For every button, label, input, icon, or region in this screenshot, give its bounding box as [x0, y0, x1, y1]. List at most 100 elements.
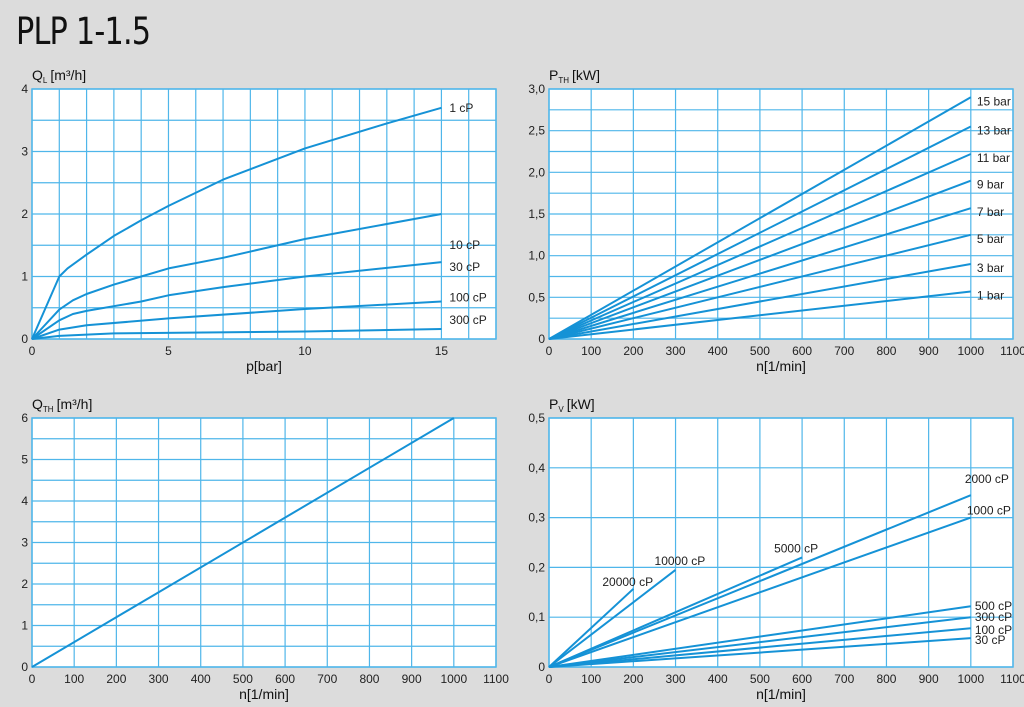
x-tick-label: 0 — [546, 672, 553, 686]
y-axis-label: PV [kW] — [549, 396, 595, 414]
series-label: 100 cP — [975, 623, 1012, 637]
chart-2: 0 100 200 300 400 500 600 700 800 900 1000 1100 0 1 2 3… — [21, 396, 509, 702]
y-axis-symbol: Q — [32, 67, 43, 83]
x-axis-label: n[1/min] — [756, 358, 806, 374]
x-tick-label: 1100 — [1000, 672, 1024, 686]
series-label: 300 cP — [975, 610, 1012, 624]
series-line — [548, 605, 971, 668]
series-label: 300 cP — [449, 313, 486, 327]
x-axis-label: p[bar] — [246, 358, 282, 374]
x-tick-label: 600 — [792, 344, 812, 358]
y-tick-label: 3 — [21, 145, 28, 159]
series-line — [548, 616, 971, 668]
series-line — [548, 153, 972, 340]
x-tick-label: 500 — [233, 672, 253, 686]
y-tick-label: 0,2 — [528, 560, 545, 574]
y-axis-unit: [kW] — [572, 67, 600, 83]
series-label: 3 bar — [977, 261, 1004, 275]
series-line — [31, 106, 442, 340]
series-label: 1000 cP — [967, 504, 1011, 518]
x-tick-label: 400 — [191, 672, 211, 686]
x-tick-label: 0 — [546, 344, 553, 358]
y-tick-label: 1,0 — [528, 249, 545, 263]
y-tick-label: 0 — [21, 660, 28, 674]
y-tick-label: 2 — [21, 577, 28, 591]
series-line — [548, 516, 972, 668]
x-tick-label: 900 — [919, 672, 939, 686]
y-tick-label: 3 — [21, 536, 28, 550]
series-line — [548, 125, 972, 340]
plot-area — [549, 418, 1013, 667]
x-tick-label: 200 — [623, 344, 643, 358]
x-axis-label: n[1/min] — [239, 686, 289, 702]
x-tick-label: 15 — [435, 344, 449, 358]
x-tick-label: 400 — [708, 344, 728, 358]
series-line — [31, 300, 442, 340]
series-label: 20000 cP — [602, 575, 653, 589]
series-line — [31, 213, 442, 340]
series-label: 30 cP — [975, 633, 1006, 647]
series-label: 5000 cP — [774, 541, 818, 555]
chart-0: 0 5 10 15 0 1 2 3 4 p[bar] QL [m³/h] 1 cP 10 cP 30 cP 1… — [21, 67, 497, 374]
series-line — [548, 627, 971, 668]
x-tick-label: 100 — [581, 672, 601, 686]
x-tick-label: 0 — [29, 672, 36, 686]
y-tick-label: 0,5 — [528, 290, 545, 304]
y-tick-label: 3,0 — [528, 82, 545, 96]
y-axis-unit: [kW] — [567, 396, 595, 412]
y-axis-symbol: P — [549, 396, 558, 412]
y-tick-label: 1,5 — [528, 207, 545, 221]
series-label: 100 cP — [449, 291, 486, 305]
chart-3: 0 100 200 300 400 500 600 700 800 900 1000 1100 0 0,1… — [528, 396, 1024, 702]
series-label: 500 cP — [975, 599, 1012, 613]
x-tick-label: 300 — [666, 672, 686, 686]
y-tick-label: 0,3 — [528, 511, 545, 525]
series-line — [548, 569, 677, 668]
series-label: 1 cP — [449, 101, 473, 115]
x-tick-label: 700 — [834, 344, 854, 358]
series-label: 5 bar — [977, 232, 1004, 246]
series-line — [31, 261, 442, 340]
series-label: 7 bar — [977, 205, 1004, 219]
x-tick-label: 100 — [581, 344, 601, 358]
y-axis-subscript: V — [558, 405, 564, 414]
page-title: PLP 1-1.5 — [16, 10, 151, 53]
x-tick-label: 100 — [64, 672, 84, 686]
series-line — [548, 207, 972, 340]
series-label: 30 cP — [449, 260, 480, 274]
y-tick-label: 0,4 — [528, 461, 545, 475]
y-axis-symbol: P — [549, 67, 558, 83]
y-axis-symbol: Q — [32, 396, 43, 412]
x-tick-label: 200 — [106, 672, 126, 686]
x-tick-label: 600 — [275, 672, 295, 686]
y-tick-label: 0 — [538, 332, 545, 346]
x-tick-label: 800 — [876, 344, 896, 358]
x-axis-label: n[1/min] — [756, 686, 806, 702]
x-tick-label: 200 — [623, 672, 643, 686]
series-line — [548, 556, 803, 668]
x-tick-label: 300 — [149, 672, 169, 686]
x-tick-label: 900 — [402, 672, 422, 686]
series-line — [31, 328, 442, 340]
series-line — [548, 588, 635, 668]
y-axis-subscript: L — [43, 76, 48, 85]
series-label: 11 bar — [977, 151, 1010, 165]
y-tick-label: 0,5 — [528, 411, 545, 425]
y-axis-subscript: TH — [558, 76, 569, 85]
x-tick-label: 0 — [29, 344, 36, 358]
x-tick-label: 500 — [750, 672, 770, 686]
plot-border — [31, 88, 497, 340]
series-label: 1 bar — [977, 289, 1004, 303]
y-tick-label: 2 — [21, 207, 28, 221]
series-label: 13 bar — [977, 124, 1011, 138]
y-tick-label: 1 — [21, 270, 28, 284]
y-axis-unit: [m³/h] — [57, 396, 93, 412]
series-line — [548, 494, 972, 668]
x-tick-label: 400 — [708, 672, 728, 686]
x-tick-label: 1000 — [957, 344, 984, 358]
series-line — [31, 417, 455, 668]
y-axis-label: QTH [m³/h] — [32, 396, 92, 414]
series-label: 10000 cP — [655, 554, 706, 568]
x-tick-label: 900 — [919, 344, 939, 358]
